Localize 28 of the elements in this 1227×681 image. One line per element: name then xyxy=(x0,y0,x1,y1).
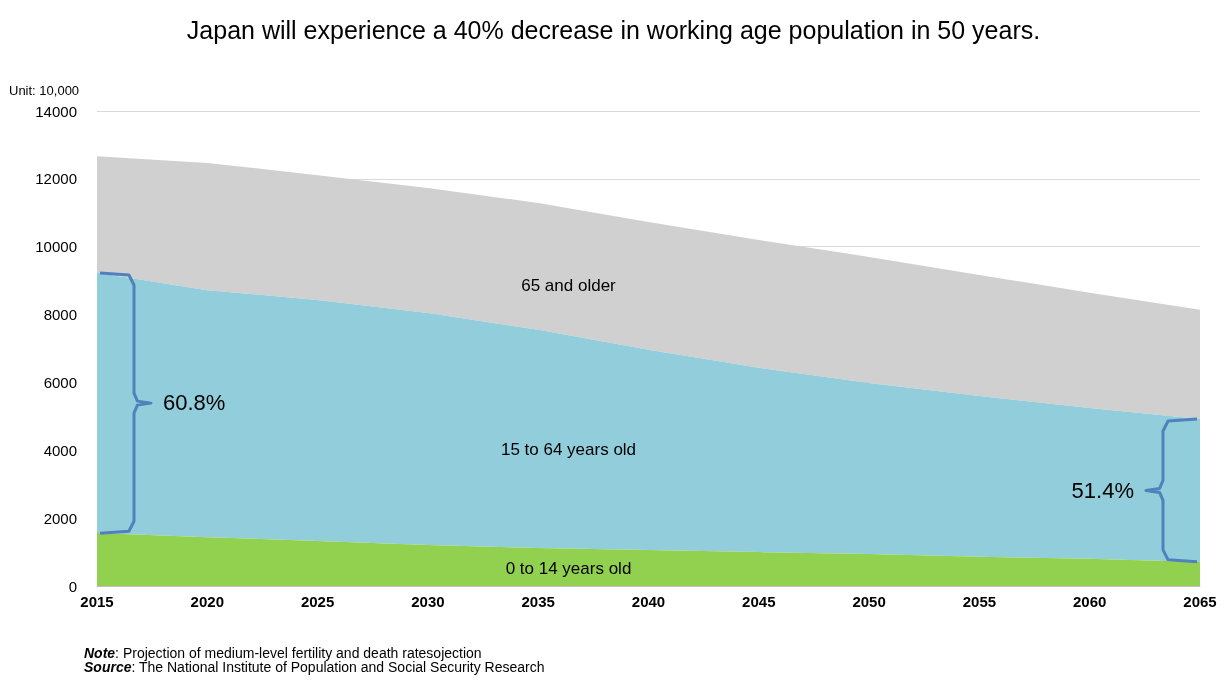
y-tick-label: 0 xyxy=(68,577,77,595)
y-tick-label: 14000 xyxy=(35,102,77,120)
y-tick-label: 4000 xyxy=(43,441,77,459)
source-note: Source: The National Institute of Population and Social Security Research xyxy=(84,659,545,675)
annotation: 60.8% xyxy=(163,390,226,416)
x-tick-label: 2050 xyxy=(852,593,886,610)
x-tick-label: 2065 xyxy=(1183,593,1217,610)
chart-title: Japan will experience a 40% decrease in working age population in 50 years. xyxy=(186,15,1041,44)
x-tick-label: 2030 xyxy=(411,593,445,610)
x-tick-label: 2060 xyxy=(1073,593,1107,610)
y-tick-label: 6000 xyxy=(43,373,77,391)
y-axis-title: Unit: 10,000 xyxy=(9,83,80,98)
y-tick-label: 10000 xyxy=(35,238,77,256)
annotation: 51.4% xyxy=(1071,477,1134,503)
y-tick-label: 2000 xyxy=(43,509,77,527)
x-tick-label: 2035 xyxy=(521,593,555,610)
x-tick-label: 2015 xyxy=(80,593,114,610)
x-tick-label: 2025 xyxy=(300,593,335,610)
y-tick-label: 12000 xyxy=(35,170,77,188)
series-label: 65 and older xyxy=(521,276,617,296)
x-tick-label: 2055 xyxy=(962,593,997,610)
x-tick-label: 2040 xyxy=(631,593,666,610)
series-label: 15 to 64 years old xyxy=(500,440,637,460)
x-tick-label: 2045 xyxy=(742,593,776,610)
x-tick-label: 2020 xyxy=(190,593,224,610)
y-tick-label: 8000 xyxy=(43,306,77,324)
series-label: 0 to 14 years old xyxy=(505,558,632,578)
text: Note: Projection of medium-level fertility and death ratesojection xyxy=(84,645,482,661)
